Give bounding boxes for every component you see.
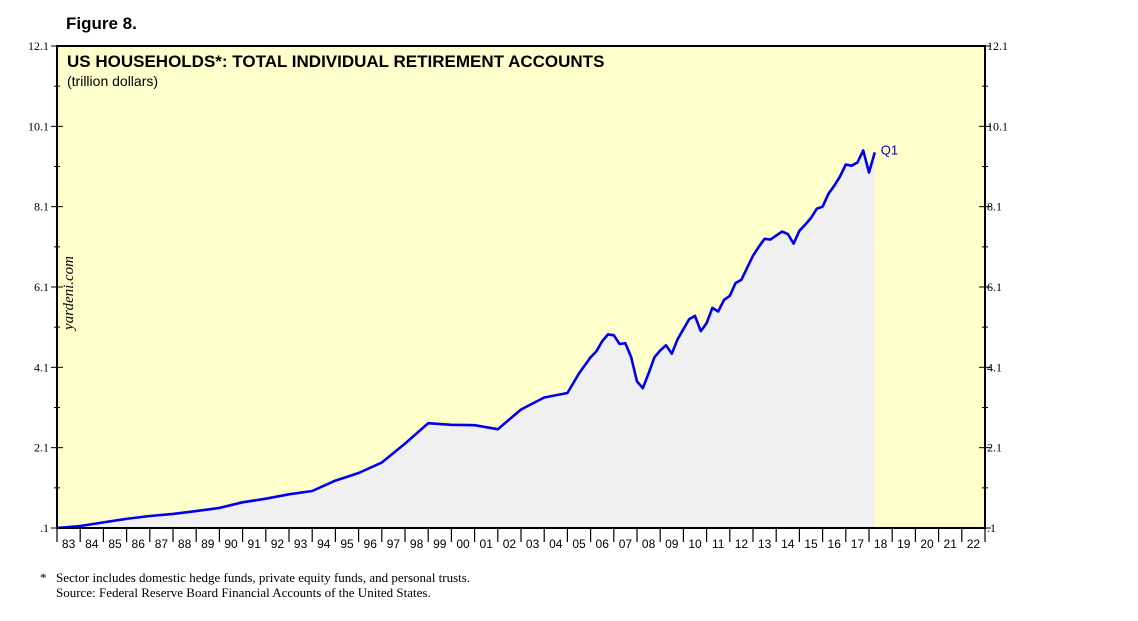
x-tick-label: 95 xyxy=(340,537,354,551)
figure-label: Figure 8. xyxy=(66,14,137,33)
x-tick-label: 02 xyxy=(503,537,517,551)
x-tick-label: 11 xyxy=(712,537,725,551)
x-tick-label: 14 xyxy=(781,537,795,551)
x-tick-label: 15 xyxy=(804,537,818,551)
y-tick-label-left: 4.1 xyxy=(34,360,49,374)
footnote-mark: * xyxy=(40,570,47,585)
x-tick-label: 22 xyxy=(967,537,981,551)
x-tick-label: 84 xyxy=(85,537,99,551)
y-tick-label-right: .1 xyxy=(987,521,996,535)
y-tick-label-right: 10.1 xyxy=(987,119,1008,133)
y-tick-label-left: 8.1 xyxy=(34,200,49,214)
end-label: Q1 xyxy=(881,142,898,157)
x-tick-label: 06 xyxy=(596,537,610,551)
x-tick-label: 93 xyxy=(294,537,308,551)
x-tick-label: 99 xyxy=(433,537,447,551)
x-tick-label: 01 xyxy=(480,537,494,551)
x-tick-label: 20 xyxy=(920,537,934,551)
footnote-note-row: * Sector includes domestic hedge funds, p… xyxy=(40,570,470,585)
footnote: * Sector includes domestic hedge funds, p… xyxy=(40,570,470,600)
y-axis: .1 .1 2.1 2.1 4.1 4.1 6.1 6.1 8.1 8.1 10.1 10.1 12.1… xyxy=(28,39,1008,535)
y-tick-label-right: 4.1 xyxy=(987,360,1002,374)
footnote-note: Sector includes domestic hedge funds, pr… xyxy=(56,570,471,585)
x-tick-label: 90 xyxy=(224,537,238,551)
y-tick-label-right: 8.1 xyxy=(987,200,1002,214)
x-tick-label: 19 xyxy=(897,537,911,551)
x-tick-label: 07 xyxy=(619,537,633,551)
x-tick-label: 04 xyxy=(549,537,563,551)
x-tick-label: 86 xyxy=(132,537,146,551)
series-area xyxy=(57,150,875,528)
y-tick-label-right: 6.1 xyxy=(987,280,1002,294)
x-tick-label: 13 xyxy=(758,537,772,551)
x-axis: 83 84 85 86 87 88 89 90 91 92 93 94 95 96 97 98 99 00 01 02… xyxy=(56,528,986,551)
x-tick-label: 00 xyxy=(456,537,470,551)
line-layer xyxy=(56,149,877,530)
y-tick-label-left: 6.1 xyxy=(34,280,49,294)
series-line xyxy=(56,149,877,530)
y-tick-label-left: 12.1 xyxy=(28,39,49,53)
x-tick-label: 89 xyxy=(201,537,215,551)
x-tick-label: 18 xyxy=(874,537,888,551)
x-tick-label: 85 xyxy=(108,537,122,551)
x-tick-label: 94 xyxy=(317,537,331,551)
x-tick-label: 88 xyxy=(178,537,192,551)
x-tick-label: 97 xyxy=(387,537,401,551)
x-tick-label: 83 xyxy=(62,537,76,551)
watermark: yardeni.com xyxy=(61,256,77,332)
chart-subtitle: (trillion dollars) xyxy=(67,73,158,89)
x-tick-label: 91 xyxy=(248,537,262,551)
y-tick-label-left: 2.1 xyxy=(34,441,49,455)
chart-title: US HOUSEHOLDS*: TOTAL INDIVIDUAL RETIREM… xyxy=(67,52,604,71)
x-tick-label: 10 xyxy=(688,537,702,551)
y-tick-label-right: 2.1 xyxy=(987,441,1002,455)
x-tick-label: 05 xyxy=(572,537,586,551)
x-tick-label: 08 xyxy=(642,537,656,551)
x-tick-label: 17 xyxy=(851,537,865,551)
footnote-source-row: Source: Federal Reserve Board Financial … xyxy=(40,585,470,600)
area-layer xyxy=(57,150,875,528)
x-tick-label: 03 xyxy=(526,537,540,551)
x-tick-label: 96 xyxy=(364,537,378,551)
y-tick-label-right: 12.1 xyxy=(987,39,1008,53)
x-tick-label: 21 xyxy=(944,537,958,551)
y-tick-label-left: 10.1 xyxy=(28,119,49,133)
y-tick-label-left: .1 xyxy=(40,521,49,535)
footnote-source: Source: Federal Reserve Board Financial … xyxy=(56,585,431,600)
x-tick-label: 12 xyxy=(735,537,749,551)
x-tick-label: 98 xyxy=(410,537,424,551)
x-tick-label: 09 xyxy=(665,537,679,551)
x-tick-label: 92 xyxy=(271,537,285,551)
x-tick-label: 87 xyxy=(155,537,169,551)
x-tick-label: 16 xyxy=(828,537,842,551)
